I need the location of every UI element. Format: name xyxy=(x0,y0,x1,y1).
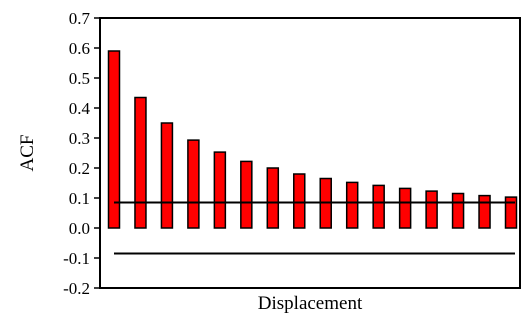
acf-bar xyxy=(266,167,280,229)
acf-bar xyxy=(187,139,200,229)
y-tick-label: -0.2 xyxy=(63,279,90,298)
y-tick-label: 0.3 xyxy=(69,129,90,148)
acf-bar xyxy=(504,196,518,229)
acf-bar xyxy=(451,192,465,229)
acf-bar xyxy=(372,184,385,229)
acf-bar xyxy=(240,160,253,229)
acf-bar xyxy=(213,151,227,229)
y-axis-ticks: 0.7 0.6 0.5 0.4 0.3 0.2 0.1 0.0 -0.1 -0.2 xyxy=(63,9,100,298)
y-tick-label: 0.0 xyxy=(69,219,90,238)
y-axis-title: ACF xyxy=(17,135,38,172)
bars-group xyxy=(107,50,518,229)
y-tick-label: 0.1 xyxy=(69,189,90,208)
confidence-bounds xyxy=(114,201,515,255)
acf-bar xyxy=(478,194,491,229)
y-tick-label: 0.5 xyxy=(69,69,90,88)
x-axis-title: Displacement xyxy=(258,293,363,314)
y-tick-label: 0.7 xyxy=(69,9,91,28)
acf-bar xyxy=(160,122,174,229)
plot-frame xyxy=(99,17,521,289)
y-tick-label: 0.4 xyxy=(69,99,91,118)
y-tick-label: 0.6 xyxy=(69,39,90,58)
y-tick-label: -0.1 xyxy=(63,249,90,268)
acf-bar xyxy=(345,181,359,229)
y-tick-label: 0.2 xyxy=(69,159,90,178)
acf-bar xyxy=(134,96,147,229)
acf-bar xyxy=(293,173,306,229)
acf-bar xyxy=(398,187,412,229)
acf-bar xyxy=(107,50,121,229)
acf-bar xyxy=(425,190,438,229)
